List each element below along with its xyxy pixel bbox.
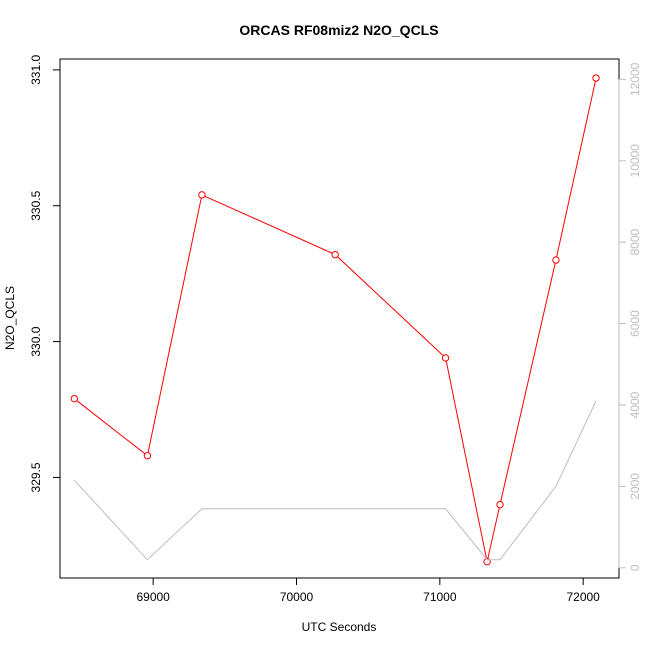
y-tick-label: 329.5 xyxy=(29,462,43,492)
y2-tick-label: 12000 xyxy=(628,62,642,96)
series-line-secondary xyxy=(73,400,597,561)
series-layer xyxy=(70,74,600,566)
y2-tick-label: 8000 xyxy=(628,229,642,256)
y-axis-title: N2O_QCLS xyxy=(3,286,17,350)
data-point xyxy=(143,452,152,460)
y2-tick-label: 4000 xyxy=(628,391,642,418)
y2-tick-label: 6000 xyxy=(628,310,642,337)
x-tick-label: 71000 xyxy=(423,590,457,604)
x-tick-label: 69000 xyxy=(136,590,170,604)
x-axis: 69000 70000 71000 72000 xyxy=(136,577,600,604)
y-axis: 329.5 330.0 330.5 331.0 xyxy=(29,55,61,492)
chart-title: ORCAS RF08miz2 N2O_QCLS xyxy=(239,22,438,38)
x-tick-label: 72000 xyxy=(566,590,600,604)
y-tick-label: 331.0 xyxy=(29,55,43,85)
data-point xyxy=(198,191,206,199)
data-point xyxy=(552,256,560,264)
y-tick-label: 330.5 xyxy=(29,190,43,220)
data-point xyxy=(441,354,450,362)
data-point xyxy=(496,500,504,509)
series-line-primary xyxy=(73,77,597,562)
y2-tick-label: 10000 xyxy=(628,144,642,178)
y2-tick-label: 0 xyxy=(628,564,642,571)
y2-tick-label: 2000 xyxy=(628,473,642,500)
data-point xyxy=(70,394,79,403)
data-point xyxy=(592,74,600,82)
y-tick-label: 330.0 xyxy=(29,326,43,356)
x-axis-title: UTC Seconds xyxy=(302,620,377,634)
x-tick-label: 70000 xyxy=(280,590,314,604)
data-point xyxy=(331,250,339,259)
y2-axis-right: 0 2000 4000 6000 8000 10000 12000 xyxy=(618,62,642,571)
plot-frame xyxy=(59,58,620,579)
